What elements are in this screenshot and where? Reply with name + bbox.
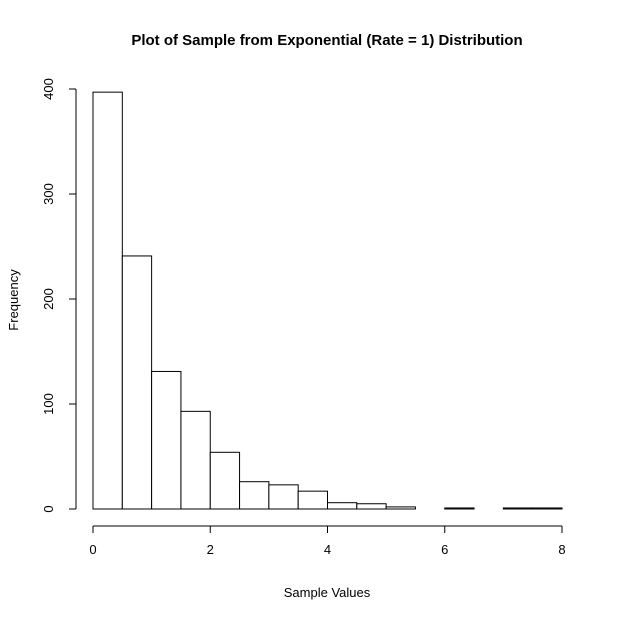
histogram-bar [209, 451, 241, 510]
y-axis-label: Frequency [6, 269, 21, 331]
y-tick-label: 0 [41, 505, 56, 512]
x-tick-label: 0 [89, 542, 96, 557]
histogram-bar [327, 502, 358, 510]
chart-title: Plot of Sample from Exponential (Rate = … [131, 32, 522, 49]
y-tick-label: 100 [41, 393, 56, 415]
bars [92, 91, 563, 510]
histogram-bar [532, 507, 563, 510]
histogram-bar [356, 503, 387, 510]
histogram-bar [385, 506, 416, 510]
histogram-bar [502, 507, 534, 510]
histogram-bar [121, 255, 153, 510]
y-tick-label: 300 [41, 183, 56, 205]
histogram-bar [92, 91, 123, 510]
x-tick-label: 8 [558, 542, 565, 557]
histogram-bar [444, 507, 475, 510]
x-tick-label: 2 [207, 542, 214, 557]
histogram-bar [180, 410, 211, 510]
x-axis-label: Sample Values [284, 585, 371, 600]
histogram-bar [151, 370, 182, 510]
histogram-bar [268, 484, 299, 510]
x-axis: 0 2 4 6 8 [89, 525, 566, 557]
y-tick-label: 400 [41, 78, 56, 100]
histogram-bar [297, 490, 328, 510]
y-tick-label: 200 [41, 288, 56, 310]
histogram-bar [239, 481, 270, 510]
x-tick-label: 6 [441, 542, 448, 557]
y-axis: 0 100 200 300 400 [41, 78, 77, 513]
x-tick-label: 4 [324, 542, 331, 557]
